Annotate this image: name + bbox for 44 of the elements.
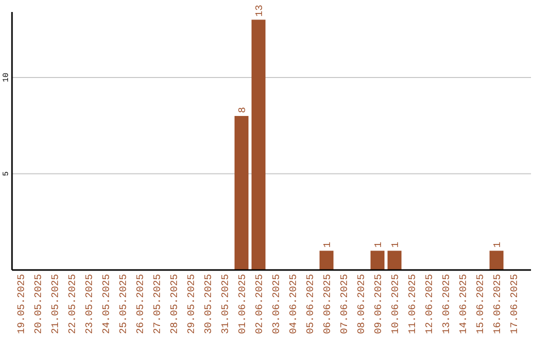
bar bbox=[388, 250, 402, 270]
x-tick-label: 08.06.2025 bbox=[357, 274, 368, 334]
x-tick-label: 21.05.2025 bbox=[51, 274, 62, 334]
x-tick-label: 22.05.2025 bbox=[68, 274, 79, 334]
x-tick-label: 20.05.2025 bbox=[34, 274, 45, 334]
x-tick-label: 25.05.2025 bbox=[119, 274, 130, 334]
x-tick-label: 07.06.2025 bbox=[340, 274, 351, 334]
data-label: 1 bbox=[493, 242, 504, 248]
x-tick-label: 06.06.2025 bbox=[323, 274, 334, 334]
x-tick-label: 27.05.2025 bbox=[153, 274, 164, 334]
x-tick-label: 23.05.2025 bbox=[85, 274, 96, 334]
x-tick-label: 19.05.2025 bbox=[17, 274, 28, 334]
x-tick-label: 05.06.2025 bbox=[306, 274, 317, 334]
y-tick-label: 5 bbox=[2, 171, 11, 176]
data-label: 8 bbox=[238, 106, 249, 113]
bar bbox=[234, 116, 248, 270]
data-label: 13 bbox=[255, 4, 266, 17]
x-tick-label: 12.06.2025 bbox=[425, 274, 436, 334]
x-tick-label: 01.06.2025 bbox=[238, 274, 249, 334]
x-tick-label: 14.06.2025 bbox=[459, 274, 470, 334]
x-tick-label: 11.06.2025 bbox=[408, 274, 419, 334]
x-tick-label: 10.06.2025 bbox=[391, 274, 402, 334]
x-tick-label: 28.05.2025 bbox=[170, 274, 181, 334]
x-tick-label: 13.06.2025 bbox=[442, 274, 453, 334]
data-label: 1 bbox=[391, 242, 402, 248]
x-tick-label: 31.05.2025 bbox=[221, 274, 232, 334]
x-tick-label: 29.05.2025 bbox=[187, 274, 198, 334]
x-tick-label: 17.06.2025 bbox=[510, 274, 521, 334]
x-tick-label: 04.06.2025 bbox=[289, 274, 300, 334]
x-tick-label: 26.05.2025 bbox=[136, 274, 147, 334]
x-tick-label: 30.05.2025 bbox=[204, 274, 215, 334]
data-label: 1 bbox=[374, 242, 385, 248]
bar bbox=[490, 250, 504, 270]
x-tick-label: 15.06.2025 bbox=[476, 274, 487, 334]
bar bbox=[370, 250, 384, 270]
x-tick-label: 24.05.2025 bbox=[102, 274, 113, 334]
bar bbox=[252, 20, 266, 270]
data-label: 1 bbox=[323, 242, 334, 248]
y-tick-label: 10 bbox=[2, 72, 11, 82]
x-tick-label: 09.06.2025 bbox=[374, 274, 385, 334]
bar bbox=[320, 250, 334, 270]
x-tick-label: 02.06.2025 bbox=[255, 274, 266, 334]
x-tick-label: 03.06.2025 bbox=[272, 274, 283, 334]
x-tick-label: 16.06.2025 bbox=[493, 274, 504, 334]
